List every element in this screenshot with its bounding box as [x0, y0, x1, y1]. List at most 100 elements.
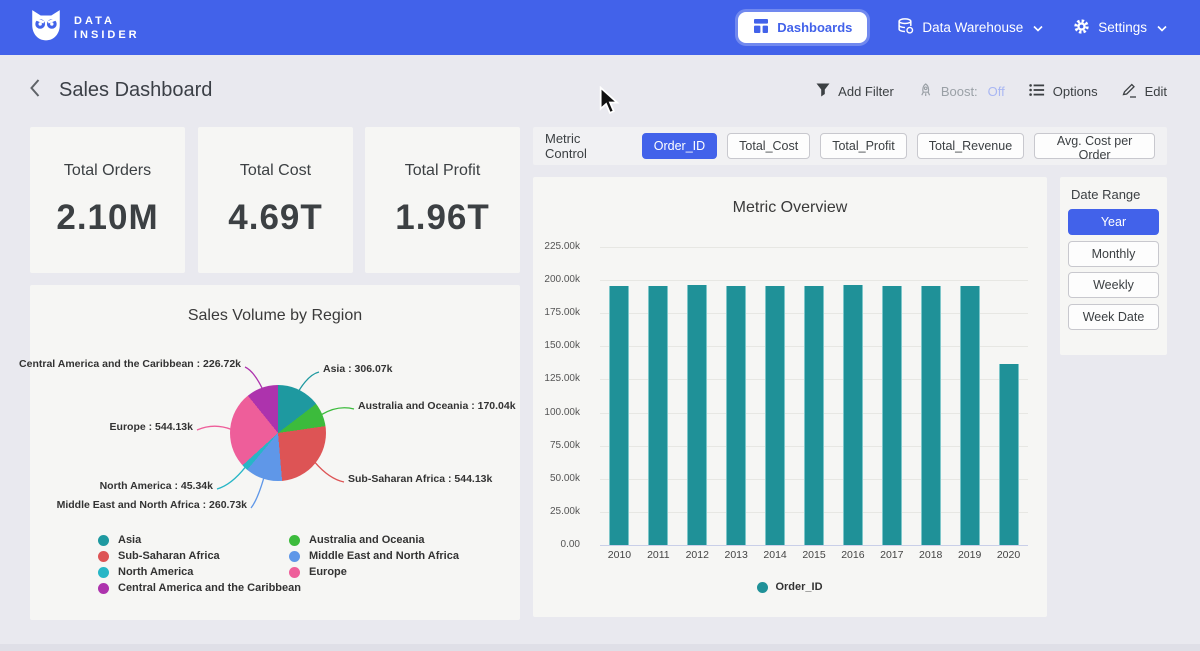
page-title: Sales Dashboard: [59, 79, 212, 102]
toolbar-actions: Add Filter Boost:Off Options: [816, 82, 1167, 101]
filter-funnel-icon: [816, 83, 830, 100]
metric-control-label: Metric Control: [545, 131, 624, 161]
bar[interactable]: [687, 285, 707, 545]
metric-button[interactable]: Avg. Cost per Order: [1034, 133, 1155, 159]
x-axis-tick: 2011: [639, 549, 677, 561]
sales-volume-chart: Sales Volume by Region Asia : 306.07kAus…: [30, 285, 520, 620]
pie-slice-label: Middle East and North Africa : 260.73k: [57, 499, 247, 512]
grid-line: [600, 247, 1028, 248]
metric-button[interactable]: Order_ID: [642, 133, 717, 159]
brand-name: DATA INSIDER: [74, 14, 140, 42]
pie-legend-item[interactable]: Asia: [98, 532, 301, 548]
data-warehouse-menu[interactable]: Data Warehouse: [897, 18, 1043, 38]
x-axis-tick: 2019: [951, 549, 989, 561]
kpi-value: 2.10M: [56, 198, 158, 238]
bar[interactable]: [999, 364, 1019, 545]
grid-line: [600, 280, 1028, 281]
pie-legend-item[interactable]: Australia and Oceania: [289, 532, 459, 548]
y-axis-tick: 175.00k: [533, 307, 580, 318]
rocket-icon: [918, 83, 933, 101]
metric-overview-chart: Metric Overview Order_ID 225.00k200.00k1…: [533, 177, 1047, 617]
legend-dot: [289, 567, 300, 578]
bar[interactable]: [960, 286, 980, 545]
pie-legend-item[interactable]: North America: [98, 564, 301, 580]
kpi-value: 1.96T: [395, 198, 490, 238]
legend-dot: [98, 551, 109, 562]
y-axis-tick: 75.00k: [533, 440, 580, 451]
chevron-down-icon: [1157, 20, 1167, 35]
x-axis-tick: 2020: [990, 549, 1028, 561]
legend-dot: [98, 583, 109, 594]
bar[interactable]: [609, 286, 629, 545]
options-button[interactable]: Options: [1029, 83, 1098, 100]
pie-slice-label: North America : 45.34k: [100, 480, 213, 493]
owl-logo-icon: [28, 7, 64, 48]
legend-label: Asia: [118, 534, 141, 546]
y-axis-tick: 225.00k: [533, 241, 580, 252]
y-axis-tick: 150.00k: [533, 340, 580, 351]
date-range-button[interactable]: Weekly: [1068, 272, 1159, 298]
legend-label: Central America and the Caribbean: [118, 582, 301, 594]
kpi-label: Total Orders: [64, 162, 151, 180]
x-axis-tick: 2013: [717, 549, 755, 561]
pie-slice-label: Australia and Oceania : 170.04k: [358, 400, 516, 413]
kpi-label: Total Cost: [240, 162, 311, 180]
bar[interactable]: [804, 286, 824, 545]
pie-legend-item[interactable]: Europe: [289, 564, 459, 580]
pie-legend-item[interactable]: Middle East and North Africa: [289, 548, 459, 564]
y-axis-tick: 25.00k: [533, 506, 580, 517]
x-axis-tick: 2015: [795, 549, 833, 561]
bar[interactable]: [921, 286, 941, 545]
pie-legend-item[interactable]: Sub-Saharan Africa: [98, 548, 301, 564]
x-axis-tick: 2012: [678, 549, 716, 561]
bar[interactable]: [843, 285, 863, 545]
date-range-panel: Date Range YearMonthlyWeeklyWeek Date: [1060, 177, 1167, 355]
mouse-cursor: [598, 86, 620, 121]
dashboards-button[interactable]: Dashboards: [738, 12, 867, 43]
legend-label: Sub-Saharan Africa: [118, 550, 220, 562]
back-button[interactable]: [28, 78, 41, 103]
date-range-button[interactable]: Monthly: [1068, 241, 1159, 267]
bar[interactable]: [726, 286, 746, 545]
legend-dot: [98, 567, 109, 578]
x-axis-tick: 2017: [873, 549, 911, 561]
metric-button[interactable]: Total_Profit: [820, 133, 907, 159]
kpi-card: Total Cost4.69T: [198, 127, 353, 273]
top-navigation: Dashboards Data Warehouse: [738, 12, 1167, 43]
y-axis-tick: 50.00k: [533, 473, 580, 484]
add-filter-button[interactable]: Add Filter: [816, 83, 894, 100]
bar[interactable]: [765, 286, 785, 545]
pie-slice-label: Sub-Saharan Africa : 544.13k: [348, 473, 492, 486]
legend-label: Middle East and North Africa: [309, 550, 459, 562]
pie-legend-item[interactable]: Central America and the Caribbean: [98, 580, 301, 596]
kpi-card: Total Orders 2.10M: [30, 127, 185, 273]
metric-button[interactable]: Total_Revenue: [917, 133, 1024, 159]
metric-button[interactable]: Total_Cost: [727, 133, 810, 159]
legend-dot: [757, 582, 768, 593]
dashboard-grid-icon: [753, 18, 769, 37]
bar[interactable]: [882, 286, 902, 545]
legend-label: North America: [118, 566, 193, 578]
boost-toggle[interactable]: Boost:Off: [918, 83, 1005, 101]
date-range-button[interactable]: Year: [1068, 209, 1159, 235]
legend-dot: [289, 535, 300, 546]
pie-slice-label: Central America and the Caribbean : 226.…: [19, 358, 241, 371]
bar[interactable]: [648, 286, 668, 545]
bottom-strip: [0, 644, 1200, 651]
x-axis-tick: 2018: [912, 549, 950, 561]
gear-icon: [1073, 18, 1090, 38]
grid-line: [600, 545, 1028, 546]
legend-label: Order_ID: [775, 581, 822, 593]
x-axis-tick: 2016: [834, 549, 872, 561]
x-axis-tick: 2010: [600, 549, 638, 561]
settings-menu[interactable]: Settings: [1073, 18, 1167, 38]
edit-button[interactable]: Edit: [1122, 82, 1167, 101]
pie-chart[interactable]: [230, 385, 326, 481]
database-icon: [897, 18, 914, 38]
legend-dot: [289, 551, 300, 562]
date-range-button[interactable]: Week Date: [1068, 304, 1159, 330]
bar-chart-legend[interactable]: Order_ID: [533, 581, 1047, 593]
pencil-icon: [1122, 82, 1137, 101]
pie-slice-label: Asia : 306.07k: [323, 363, 392, 376]
brand-logo[interactable]: DATA INSIDER: [28, 7, 140, 48]
